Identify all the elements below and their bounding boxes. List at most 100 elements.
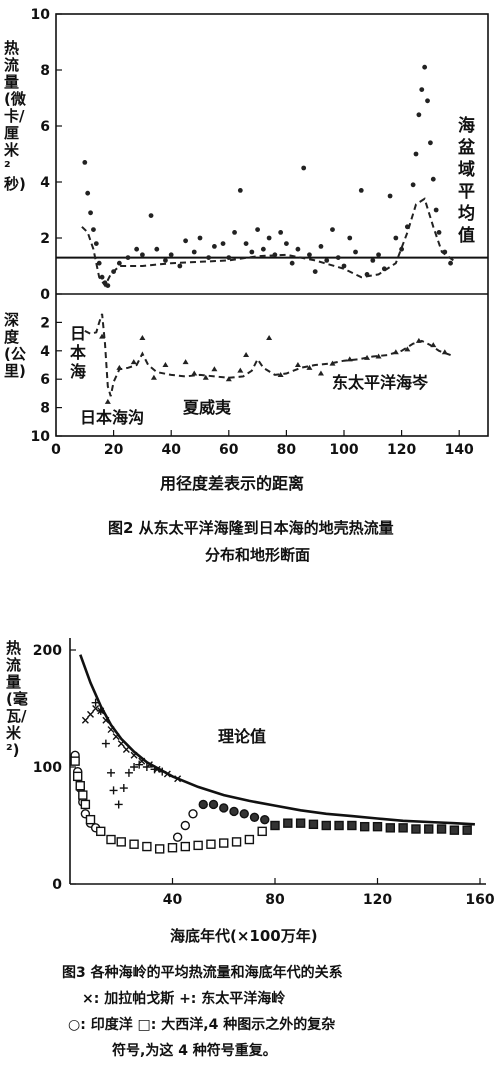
heatflow-point (335, 255, 341, 260)
heatflow-point (96, 260, 102, 266)
atlantic-point (424, 824, 434, 834)
galapagos-point (81, 716, 89, 724)
heatflow-point (82, 160, 88, 165)
depth-point (116, 364, 123, 370)
heatflow-point (220, 241, 226, 247)
galapagos-point (130, 751, 138, 759)
atlantic-point (334, 820, 344, 831)
y-tick-label: 2 (40, 231, 50, 247)
atlantic-point (295, 818, 306, 828)
fig3-y-label: 热流量(毫瓦/米²) (6, 639, 28, 759)
indian-ocean-point (260, 814, 270, 825)
atlantic-point (462, 825, 472, 835)
depth-point (211, 366, 218, 372)
depth-point (294, 362, 301, 367)
heatflow-point (105, 283, 111, 288)
galapagos-point (122, 745, 130, 753)
x-tick-label: 20 (104, 442, 124, 458)
heatflow-point (422, 64, 428, 70)
heatflow-point (436, 230, 442, 235)
atlantic-point (85, 814, 96, 825)
heatflow-point (232, 230, 237, 235)
galapagos-point (102, 716, 110, 724)
heatflow-point (134, 246, 140, 252)
heatflow-point (295, 246, 301, 252)
east-pacific-point (119, 784, 128, 793)
heatflow-point (260, 246, 266, 252)
depth-point (150, 374, 157, 380)
y-tick-label: 8 (40, 401, 50, 417)
indian-ocean-point (219, 803, 229, 813)
fig3-series-points (70, 698, 472, 854)
indian-ocean-point (180, 820, 191, 831)
depth-point (202, 374, 209, 380)
heatflow-point (399, 246, 404, 252)
east-pacific-point (101, 739, 110, 748)
y-tick-label: 6 (40, 119, 50, 135)
depth-point (191, 370, 198, 376)
atlantic-point (372, 821, 383, 832)
atlantic-point (244, 834, 255, 845)
heatflow-point (404, 224, 410, 230)
heatflow-point (226, 255, 232, 260)
galapagos-point (87, 710, 94, 718)
galapagos-point (107, 726, 115, 734)
y-tick-label: 8 (40, 63, 50, 79)
heatflow-point (163, 258, 168, 263)
atlantic-point (106, 834, 116, 845)
label-east-pacific-rise: 东太平洋海岑 (332, 373, 429, 392)
fig2-upper-y-ticks: 2 4 6 8 10 (31, 7, 62, 247)
y-tick-label: 4 (40, 344, 50, 360)
east-pacific-point (96, 706, 105, 715)
fig2-x-ticks: 0 20 40 60 80 100 120 140 (51, 430, 474, 458)
atlantic-point (308, 819, 319, 830)
heatflow-point (237, 188, 243, 193)
atlantic-point (72, 771, 83, 782)
fig2-depth-points (99, 333, 448, 404)
heatflow-point (416, 112, 422, 118)
y-tick-label: 6 (40, 372, 50, 388)
heatflow-point (433, 207, 439, 213)
heatflow-point (168, 252, 174, 258)
heatflow-point (191, 249, 197, 255)
heatflow-point (88, 210, 93, 216)
y-tick-label: 100 (33, 760, 62, 776)
y-tick-label: 4 (40, 175, 50, 191)
label-japan-sea: 日本海 (70, 324, 87, 381)
x-tick-label: 80 (265, 892, 285, 908)
atlantic-point (154, 844, 165, 854)
heatflow-point (148, 213, 154, 219)
depth-point (441, 349, 448, 355)
heatflow-point (370, 258, 376, 263)
x-tick-label: 100 (329, 442, 358, 458)
label-hawaii: 夏威夷 (183, 398, 232, 417)
fig2-average-label: 海盆域平均值 (458, 116, 475, 246)
heatflow-point (154, 246, 160, 252)
fig3-caption-line3: ○: 印度洋 □: 大西洋,4 种图示之外的复杂 (68, 1017, 336, 1033)
x-tick-label: 60 (219, 442, 239, 458)
x-tick-label: 140 (445, 442, 474, 458)
atlantic-point (116, 837, 126, 847)
east-pacific-point (109, 786, 118, 795)
depth-point (430, 342, 437, 348)
heatflow-point (278, 230, 284, 235)
y-tick-label: 200 (33, 643, 62, 659)
galapagos-point (117, 740, 125, 748)
fig3-theory-curve (79, 654, 475, 826)
east-pacific-point (135, 760, 144, 769)
depth-point (162, 362, 169, 367)
depth-point (99, 333, 106, 339)
fig3-caption-line1: 图3 各种海岭的平均热流量和海底年代的关系 (62, 965, 343, 981)
heatflow-point (99, 274, 105, 280)
atlantic-point (78, 790, 88, 800)
depth-point (415, 337, 422, 343)
heatflow-point (91, 227, 96, 233)
x-tick-label: 0 (51, 442, 61, 458)
atlantic-point (193, 840, 203, 851)
heatflow-point (312, 269, 318, 274)
heatflow-point (410, 182, 416, 188)
x-tick-label: 120 (363, 892, 392, 908)
atlantic-point (283, 818, 293, 828)
heatflow-point (249, 249, 255, 255)
heatflow-point (289, 260, 295, 266)
